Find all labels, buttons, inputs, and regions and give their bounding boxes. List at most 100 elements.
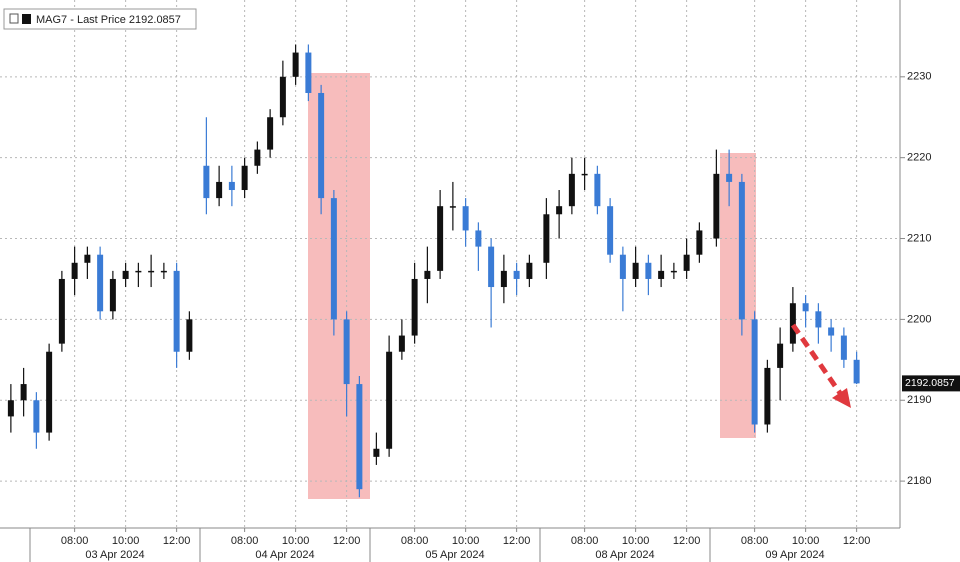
candle-body xyxy=(543,214,550,263)
candle-body xyxy=(764,367,771,425)
candle-body xyxy=(581,173,588,176)
arrow-head xyxy=(832,388,851,408)
candle-body xyxy=(513,270,520,279)
candle-body xyxy=(789,303,796,344)
candle-body xyxy=(802,303,809,312)
x-tick-label: 12:00 xyxy=(843,535,871,547)
candle-body xyxy=(526,262,533,279)
candle-body xyxy=(84,254,91,263)
x-tick-label: 08:00 xyxy=(61,535,89,547)
y-tick-label: 2200 xyxy=(907,313,931,325)
candle-body xyxy=(645,262,652,279)
x-tick-label: 12:00 xyxy=(163,535,191,547)
y-tick-label: 2190 xyxy=(907,394,931,406)
x-tick-label: 12:00 xyxy=(333,535,361,547)
candle-body xyxy=(186,319,193,352)
legend: MAG7 - Last Price 2192.0857 xyxy=(3,8,197,30)
candle-body xyxy=(398,335,405,352)
candle-body xyxy=(254,149,261,166)
x-tick-label: 10:00 xyxy=(622,535,650,547)
last-price-tag xyxy=(902,375,960,392)
candle-body xyxy=(267,117,274,150)
candle-body xyxy=(815,311,822,328)
candle-body xyxy=(658,270,665,279)
day-label: 09 Apr 2024 xyxy=(765,549,824,561)
candle-body xyxy=(203,165,210,199)
candle-body xyxy=(683,254,690,271)
x-tick-label: 12:00 xyxy=(673,535,701,547)
candle-body xyxy=(475,230,482,247)
candle-body xyxy=(228,181,235,191)
highlight-box xyxy=(720,153,756,438)
candle-body xyxy=(318,92,325,199)
candle-body xyxy=(488,246,495,288)
day-label: 08 Apr 2024 xyxy=(595,549,654,561)
candle-body xyxy=(46,351,53,433)
legend-toggle xyxy=(9,13,19,24)
y-tick-label: 2230 xyxy=(907,71,931,83)
candle-body xyxy=(411,278,418,336)
legend-box xyxy=(3,8,197,30)
candle-body xyxy=(20,384,27,401)
candle-body xyxy=(305,52,312,93)
x-tick-label: 08:00 xyxy=(231,535,259,547)
candle-body xyxy=(241,165,248,191)
y-tick-label: 2210 xyxy=(907,232,931,244)
candle-body xyxy=(777,343,784,368)
candle-body xyxy=(373,448,380,457)
candle-body xyxy=(840,335,847,360)
candle-body xyxy=(607,206,614,255)
candle-body xyxy=(292,52,299,77)
plot-area xyxy=(0,0,900,528)
candle-body xyxy=(386,351,393,449)
candle-body xyxy=(449,206,456,208)
candle-body xyxy=(122,270,129,279)
x-tick-label: 08:00 xyxy=(401,535,429,547)
day-label: 03 Apr 2024 xyxy=(85,549,144,561)
candle-body xyxy=(462,206,469,231)
candle-body xyxy=(670,270,677,273)
candle-body xyxy=(713,173,720,239)
candle-body xyxy=(216,181,223,199)
candle-body xyxy=(58,278,65,344)
candle-body xyxy=(356,384,363,490)
candle-body xyxy=(7,400,14,417)
candle-body xyxy=(853,359,860,384)
candle-body xyxy=(343,319,350,385)
day-label: 04 Apr 2024 xyxy=(255,549,314,561)
candle-body xyxy=(160,270,167,273)
candle-body xyxy=(135,270,142,273)
y-tick-label: 2180 xyxy=(907,475,931,487)
candle-body xyxy=(173,270,180,352)
x-tick-label: 10:00 xyxy=(792,535,820,547)
x-tick-label: 08:00 xyxy=(571,535,599,547)
last-price-label: 2192.0857 xyxy=(905,377,955,389)
candle-body xyxy=(330,198,337,320)
candle-body xyxy=(33,400,40,433)
day-label: 05 Apr 2024 xyxy=(425,549,484,561)
candle-body xyxy=(148,270,155,273)
candle-body xyxy=(619,254,626,279)
candle-body xyxy=(556,206,563,215)
x-tick-label: 12:00 xyxy=(503,535,531,547)
candle-body xyxy=(738,181,745,320)
candle-body xyxy=(500,270,507,288)
legend-text: MAG7 - Last Price 2192.0857 xyxy=(36,14,181,26)
candle-body xyxy=(751,319,758,425)
x-tick-label: 10:00 xyxy=(282,535,310,547)
trend-arrow xyxy=(790,323,845,398)
x-tick-label: 10:00 xyxy=(112,535,140,547)
x-tick-label: 08:00 xyxy=(741,535,769,547)
candle-body xyxy=(437,206,444,271)
candle-body xyxy=(696,230,703,255)
candle-body xyxy=(726,173,733,182)
candle-body xyxy=(568,173,575,207)
legend-swatch xyxy=(22,14,31,24)
candle-body xyxy=(424,270,431,279)
candle-body xyxy=(71,262,78,279)
y-tick-label: 2220 xyxy=(907,152,931,164)
candle-body xyxy=(109,278,116,312)
x-tick-label: 10:00 xyxy=(452,535,480,547)
